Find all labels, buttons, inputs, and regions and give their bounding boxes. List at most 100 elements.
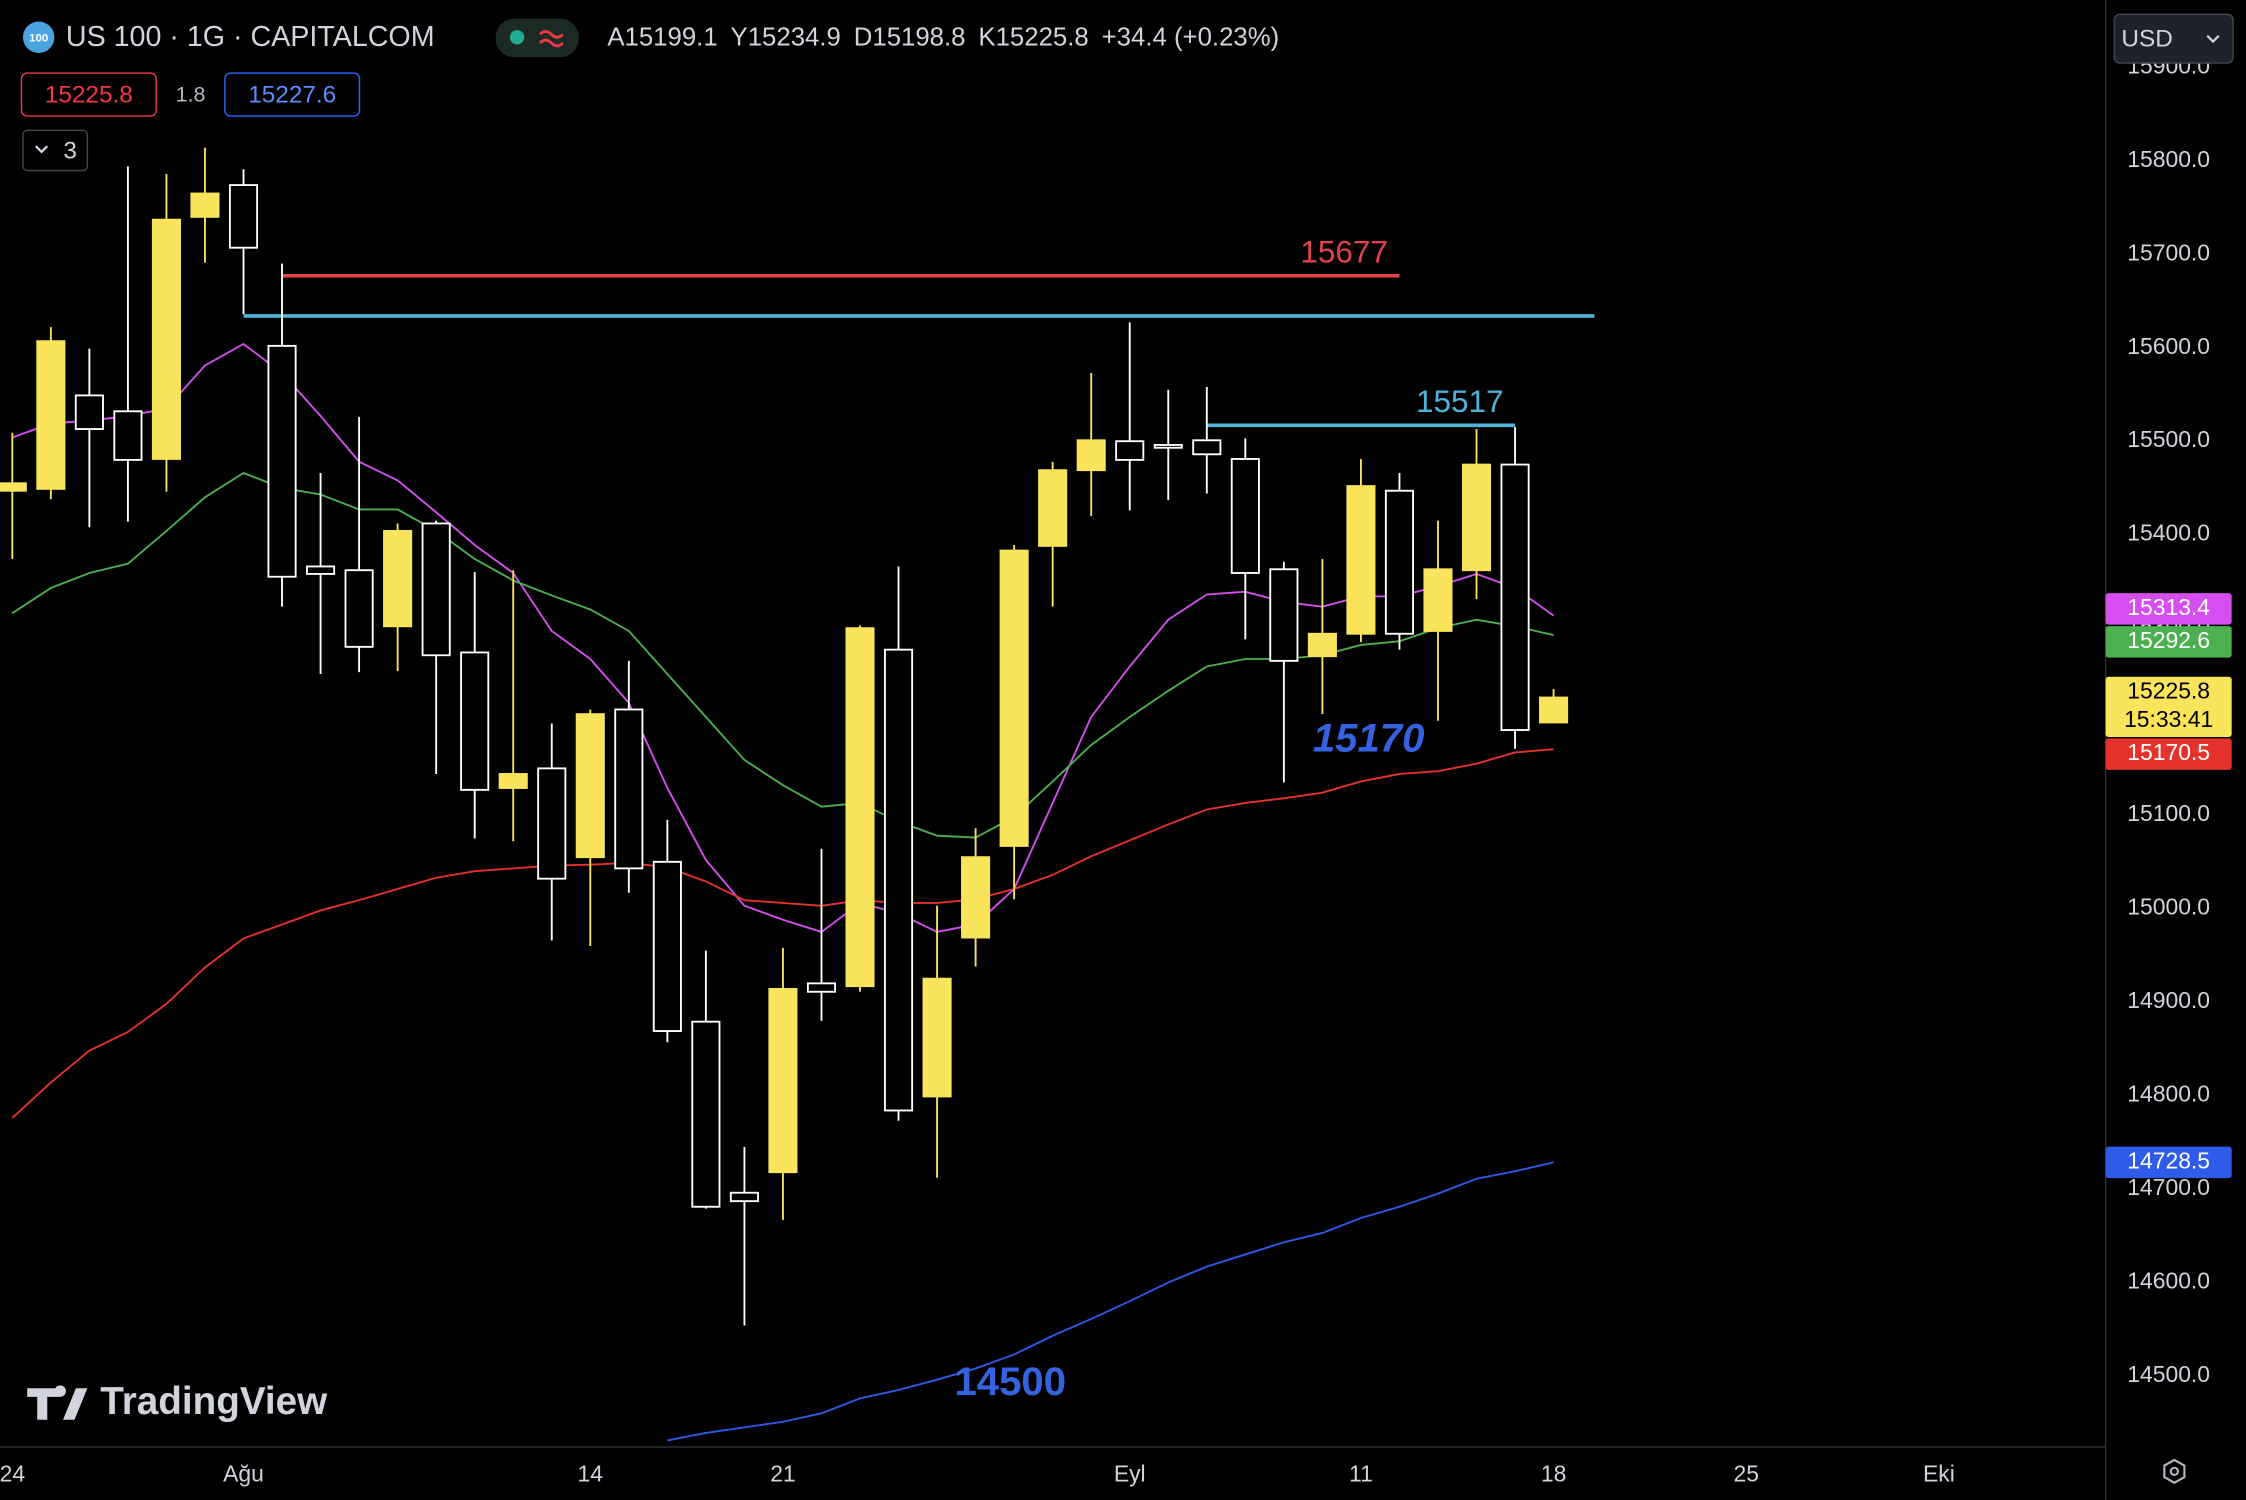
candle-body bbox=[228, 184, 259, 249]
x-tick-label: 18 bbox=[1541, 1461, 1566, 1487]
level-label: 15517 bbox=[1416, 383, 1504, 419]
sell-button[interactable] bbox=[20, 72, 157, 117]
y-tick-label: 15800.0 bbox=[2127, 146, 2210, 172]
price-tag-label: 14728.5 bbox=[2127, 1147, 2210, 1173]
candle-body bbox=[460, 651, 490, 791]
candle-body bbox=[267, 344, 297, 578]
price-tag-label: 15:33:41 bbox=[2124, 706, 2213, 732]
y-tick-label: 14700.0 bbox=[2127, 1174, 2210, 1200]
buy-price: 15227.6 bbox=[248, 81, 336, 108]
candle-body bbox=[922, 977, 952, 1098]
x-tick-label: 21 bbox=[770, 1461, 795, 1487]
market-open-dot bbox=[509, 30, 525, 45]
y-tick-label: 14800.0 bbox=[2127, 1081, 2210, 1107]
x-tick-label: 24 bbox=[0, 1461, 25, 1487]
y-tick-label: 15100.0 bbox=[2127, 800, 2210, 826]
y-tick-label: 15400.0 bbox=[2127, 520, 2210, 546]
candle-body bbox=[1539, 696, 1569, 724]
candle-body bbox=[884, 648, 914, 1112]
candle-body bbox=[421, 522, 451, 657]
x-tick-label: Ağu bbox=[223, 1461, 264, 1487]
annotation: 15170 bbox=[1313, 717, 1425, 761]
y-tick-label: 15600.0 bbox=[2127, 333, 2210, 359]
ohlc-legend: A15199.1 Y15234.9 D15198.8 K15225.8 +34.… bbox=[607, 23, 1279, 51]
y-tick-label: 14600.0 bbox=[2127, 1268, 2210, 1294]
price-tag-label: 15313.4 bbox=[2127, 594, 2210, 620]
price-tag-label: 15170.5 bbox=[2127, 739, 2210, 765]
candle-body bbox=[306, 565, 336, 575]
brand-name: TradingView bbox=[100, 1380, 328, 1423]
price-tag-label: 15225.8 bbox=[2127, 678, 2210, 704]
price-tag bbox=[2105, 1146, 2232, 1179]
candle-body bbox=[344, 569, 374, 648]
ohlc-key: Y bbox=[731, 23, 748, 51]
candle-body bbox=[1461, 463, 1492, 572]
candle-body bbox=[1384, 489, 1414, 635]
candle-body bbox=[806, 982, 837, 993]
settings-icon-center bbox=[2169, 1466, 2180, 1477]
symbol-badge bbox=[22, 21, 55, 54]
x-tick-label: 25 bbox=[1733, 1461, 1758, 1487]
settings-icon[interactable] bbox=[2163, 1458, 2186, 1485]
candle-body bbox=[729, 1191, 759, 1203]
candle-body bbox=[1230, 458, 1260, 574]
symbol-title[interactable]: US 100 · 1G · CAPITALCOM bbox=[66, 21, 435, 53]
price-tag bbox=[2105, 738, 2232, 770]
spread: 1.8 bbox=[176, 83, 206, 107]
toolbar: 100 US 100 · 1G · CAPITALCOM A15199.1 Y1… bbox=[20, 13, 2234, 1485]
candle-body bbox=[36, 340, 66, 490]
dropdown-icon bbox=[2206, 35, 2220, 44]
y-tick-label: 15500.0 bbox=[2127, 426, 2210, 452]
currency-select[interactable] bbox=[2113, 13, 2234, 64]
candle-body bbox=[575, 713, 605, 859]
candle-body bbox=[537, 767, 567, 880]
candle-body bbox=[1153, 444, 1183, 449]
x-tick-label: Eyl bbox=[1114, 1461, 1146, 1487]
brand-logo bbox=[27, 1385, 88, 1420]
ohlc-change: +34.4 (+0.23%) bbox=[1102, 23, 1280, 51]
plot-area: 15677 15517 15170 14500 bbox=[0, 147, 1595, 1442]
delay-icon bbox=[539, 30, 564, 48]
x-tick-label: Eki bbox=[1923, 1461, 1955, 1487]
candle-body bbox=[1192, 439, 1222, 456]
price-tag bbox=[2105, 626, 2232, 658]
candle-body bbox=[845, 627, 875, 988]
candle-body bbox=[1423, 568, 1453, 632]
moving-average-line bbox=[11, 748, 1554, 1119]
indicators-count: 3 bbox=[63, 137, 77, 164]
buy-button[interactable] bbox=[224, 72, 361, 117]
ohlc-value: 15225.8 bbox=[996, 23, 1089, 51]
candle-body bbox=[190, 192, 220, 218]
badge-text: 100 bbox=[29, 33, 48, 45]
candle-body bbox=[652, 860, 682, 1032]
status-pill[interactable] bbox=[495, 18, 579, 58]
y-tick-label: 15700.0 bbox=[2127, 239, 2210, 265]
candle-body bbox=[0, 482, 27, 492]
candle-body bbox=[1038, 469, 1068, 547]
candle-body bbox=[113, 410, 143, 461]
candle-body bbox=[498, 773, 528, 789]
candle-body bbox=[961, 856, 991, 939]
candle-body bbox=[614, 708, 644, 870]
candle-body bbox=[1115, 440, 1145, 461]
candle-body bbox=[1076, 439, 1106, 472]
ohlc-value: 15199.1 bbox=[625, 23, 718, 51]
indicators-toggle[interactable] bbox=[22, 129, 89, 172]
candle-body bbox=[1346, 485, 1376, 635]
annotation: 14500 bbox=[955, 1360, 1067, 1404]
candle-body bbox=[74, 394, 104, 430]
ohlc-value: 15234.9 bbox=[748, 23, 841, 51]
sell-price: 15225.8 bbox=[45, 81, 133, 108]
candle-body bbox=[1500, 463, 1530, 731]
chevron-icon bbox=[34, 145, 49, 154]
ohlc-key: D bbox=[854, 23, 873, 51]
y-tick-label: 14500.0 bbox=[2127, 1361, 2210, 1387]
price-tag bbox=[2105, 593, 2232, 625]
y-tick-label: 14900.0 bbox=[2127, 987, 2210, 1013]
candle-body bbox=[768, 988, 798, 1174]
level-label: 15677 bbox=[1300, 234, 1388, 270]
candle-body bbox=[1269, 568, 1299, 662]
